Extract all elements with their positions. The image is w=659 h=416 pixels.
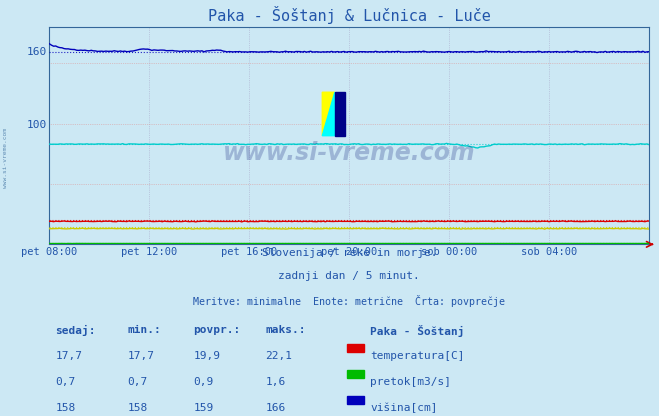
Text: www.si-vreme.com: www.si-vreme.com <box>3 128 8 188</box>
Text: temperatura[C]: temperatura[C] <box>370 351 465 361</box>
Text: pretok[m3/s]: pretok[m3/s] <box>370 376 451 386</box>
Title: Paka - Šoštanj & Lučnica - Luče: Paka - Šoštanj & Lučnica - Luče <box>208 7 491 25</box>
Polygon shape <box>322 92 335 136</box>
Text: 159: 159 <box>193 403 214 413</box>
Text: 0,7: 0,7 <box>127 376 148 386</box>
Bar <box>347 370 364 378</box>
Bar <box>347 396 364 404</box>
Text: www.si-vreme.com: www.si-vreme.com <box>223 141 476 165</box>
Text: min.:: min.: <box>127 325 161 335</box>
Text: 17,7: 17,7 <box>127 351 154 361</box>
Text: 158: 158 <box>55 403 76 413</box>
Text: povpr.:: povpr.: <box>193 325 241 335</box>
Text: 17,7: 17,7 <box>55 351 82 361</box>
Text: maks.:: maks.: <box>266 325 306 335</box>
Bar <box>335 92 345 136</box>
Text: Meritve: minimalne  Enote: metrične  Črta: povprečje: Meritve: minimalne Enote: metrične Črta:… <box>193 295 505 307</box>
Text: Paka - Šoštanj: Paka - Šoštanj <box>370 325 465 337</box>
Text: 0,9: 0,9 <box>193 376 214 386</box>
Bar <box>347 344 364 352</box>
Text: 22,1: 22,1 <box>266 351 293 361</box>
Text: 158: 158 <box>127 403 148 413</box>
Text: sedaj:: sedaj: <box>55 325 96 336</box>
Text: 166: 166 <box>266 403 285 413</box>
Polygon shape <box>322 92 335 136</box>
Text: 0,7: 0,7 <box>55 376 76 386</box>
Text: Slovenija / reke in morje.: Slovenija / reke in morje. <box>262 248 437 258</box>
Text: 1,6: 1,6 <box>266 376 285 386</box>
Text: 19,9: 19,9 <box>193 351 220 361</box>
Text: zadnji dan / 5 minut.: zadnji dan / 5 minut. <box>278 271 420 281</box>
Text: višina[cm]: višina[cm] <box>370 403 438 413</box>
